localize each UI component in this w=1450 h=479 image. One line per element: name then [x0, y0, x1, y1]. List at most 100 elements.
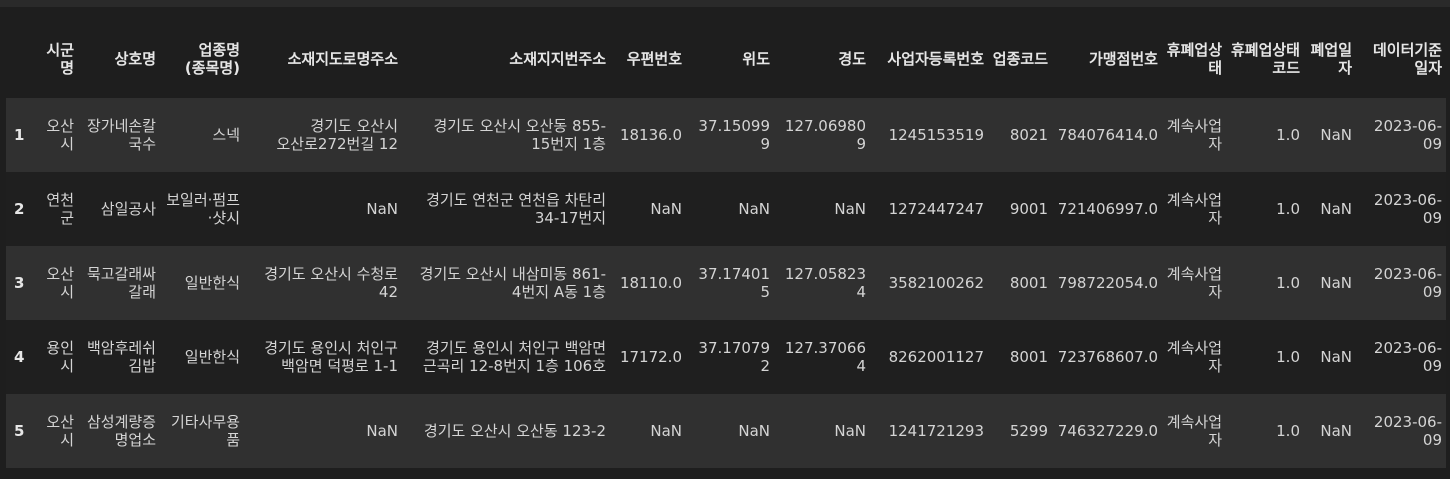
top-bar — [0, 0, 1450, 7]
table-cell: 17172.0 — [619, 348, 682, 366]
table-cell: NaN — [834, 422, 866, 440]
table-cell: 37.150999 — [698, 117, 770, 153]
table-cell: NaN — [650, 200, 682, 218]
table-cell: 127.058234 — [784, 265, 866, 301]
table-cell: 1.0 — [1276, 126, 1300, 144]
table-cell: 723768607.0 — [1057, 348, 1158, 366]
table-cell: 경기도 오산시 내삼미동 861-4번지 A동 1층 — [419, 265, 606, 301]
table-cell: 용인시 — [46, 339, 74, 375]
table-cell: 1245153519 — [888, 126, 984, 144]
table-cell: NaN — [1320, 422, 1352, 440]
table-row: 2 연천군 삼일공사 보일러·펌프·샷시 NaN 경기도 연천군 연천읍 차탄리… — [6, 172, 1446, 246]
col-header: 우편번호 — [610, 20, 686, 98]
table-cell: 경기도 연천군 연천읍 차탄리 34-17번지 — [426, 191, 606, 227]
table-cell: 오산시 — [46, 265, 74, 301]
table-cell: 보일러·펌프·샷시 — [166, 191, 240, 227]
table-cell: 일반한식 — [184, 274, 240, 292]
table-cell: NaN — [366, 422, 398, 440]
table-cell: NaN — [366, 200, 398, 218]
table-cell: NaN — [834, 200, 866, 218]
table-cell: 묵고갈래싸갈래 — [86, 265, 156, 301]
row-index: 5 — [14, 422, 25, 440]
table-cell: 8262001127 — [888, 348, 984, 366]
table-cell: 2023-06-09 — [1373, 117, 1442, 153]
row-index: 3 — [14, 274, 25, 292]
table-cell: 1.0 — [1276, 422, 1300, 440]
table-row: 1 오산시 장가네손칼국수 스넥 경기도 오산시 오산로272번길 12 경기도… — [6, 98, 1446, 172]
dataframe-table: 시군명 상호명 업종명(종목명) 소재지도로명주소 소재지지번주소 우편번호 위… — [6, 20, 1446, 468]
table-cell: 2023-06-09 — [1373, 339, 1442, 375]
table-cell: 삼일공사 — [100, 200, 156, 218]
table-cell: NaN — [1320, 274, 1352, 292]
table-cell: 3582100262 — [888, 274, 984, 292]
row-index: 2 — [14, 200, 25, 218]
table-cell: 오산시 — [46, 117, 74, 153]
col-header: 상호명 — [78, 20, 160, 98]
table-cell: 1241721293 — [888, 422, 984, 440]
col-header: 소재지도로명주소 — [244, 20, 402, 98]
col-header: 경도 — [774, 20, 870, 98]
table-cell: 798722054.0 — [1057, 274, 1158, 292]
table-cell: 기타사무용품 — [170, 413, 240, 449]
col-header: 가맹점번호 — [1052, 20, 1162, 98]
dataframe-output: 시군명 상호명 업종명(종목명) 소재지도로명주소 소재지지번주소 우편번호 위… — [0, 7, 1450, 479]
table-cell: 784076414.0 — [1057, 126, 1158, 144]
table-cell: 경기도 오산시 오산동 123-2 — [423, 422, 606, 440]
table-cell: 5299 — [1009, 422, 1048, 440]
table-cell: NaN — [1320, 200, 1352, 218]
table-cell: 721406997.0 — [1057, 200, 1158, 218]
row-index: 1 — [14, 126, 25, 144]
col-header: 데이터기준일자 — [1356, 20, 1446, 98]
table-cell: 경기도 오산시 수청로 42 — [264, 265, 398, 301]
table-cell: NaN — [650, 422, 682, 440]
table-cell: 일반한식 — [184, 348, 240, 366]
table-cell: 18136.0 — [619, 126, 682, 144]
col-header: 폐업일자 — [1304, 20, 1356, 98]
table-cell: NaN — [1320, 348, 1352, 366]
table-cell: 경기도 오산시 오산동 855-15번지 1층 — [433, 117, 606, 153]
table-cell: 계속사업자 — [1166, 265, 1222, 301]
table-cell: NaN — [738, 422, 770, 440]
table-cell: 스넥 — [212, 126, 240, 144]
col-header: 사업자등록번호 — [870, 20, 988, 98]
table-cell: 1.0 — [1276, 348, 1300, 366]
table-cell: NaN — [738, 200, 770, 218]
table-cell: NaN — [1320, 126, 1352, 144]
table-cell: 계속사업자 — [1166, 413, 1222, 449]
table-cell: 8001 — [1009, 348, 1048, 366]
row-index: 4 — [14, 348, 25, 366]
table-cell: 9001 — [1009, 200, 1048, 218]
table-cell: 127.370664 — [784, 339, 866, 375]
table-cell: 연천군 — [46, 191, 74, 227]
table-cell: 8021 — [1009, 126, 1048, 144]
table-cell: 746327229.0 — [1057, 422, 1158, 440]
table-cell: 2023-06-09 — [1373, 413, 1442, 449]
col-header: 위도 — [686, 20, 774, 98]
col-header: 시군명 — [32, 20, 78, 98]
table-cell: 계속사업자 — [1166, 339, 1222, 375]
table-cell: 2023-06-09 — [1373, 191, 1442, 227]
table-cell: 8001 — [1009, 274, 1048, 292]
col-header: 휴폐업상태코드 — [1226, 20, 1304, 98]
col-header: 업종코드 — [988, 20, 1052, 98]
table-cell: 2023-06-09 — [1373, 265, 1442, 301]
table-row: 5 오산시 삼성계량증명업소 기타사무용품 NaN 경기도 오산시 오산동 12… — [6, 394, 1446, 468]
table-cell: 장가네손칼국수 — [86, 117, 156, 153]
table-cell: 경기도 용인시 처인구 백암면 덕평로 1-1 — [264, 339, 398, 375]
table-cell: 오산시 — [46, 413, 74, 449]
table-cell: 1272447247 — [888, 200, 984, 218]
table-cell: 계속사업자 — [1166, 191, 1222, 227]
table-cell: 127.069809 — [784, 117, 866, 153]
table-cell: 18110.0 — [619, 274, 682, 292]
table-cell: 계속사업자 — [1166, 117, 1222, 153]
table-cell: 경기도 용인시 처인구 백암면 근곡리 12-8번지 1층 106호 — [422, 339, 606, 375]
table-row: 3 오산시 묵고갈래싸갈래 일반한식 경기도 오산시 수청로 42 경기도 오산… — [6, 246, 1446, 320]
table-cell: 37.174015 — [698, 265, 770, 301]
table-cell: 1.0 — [1276, 200, 1300, 218]
col-header: 소재지지번주소 — [402, 20, 610, 98]
table-cell: 경기도 오산시 오산로272번길 12 — [276, 117, 399, 153]
table-cell: 37.170792 — [698, 339, 770, 375]
col-header: 휴폐업상태 — [1162, 20, 1226, 98]
table-cell: 백암후레쉬김밥 — [86, 339, 156, 375]
index-header — [6, 20, 32, 98]
